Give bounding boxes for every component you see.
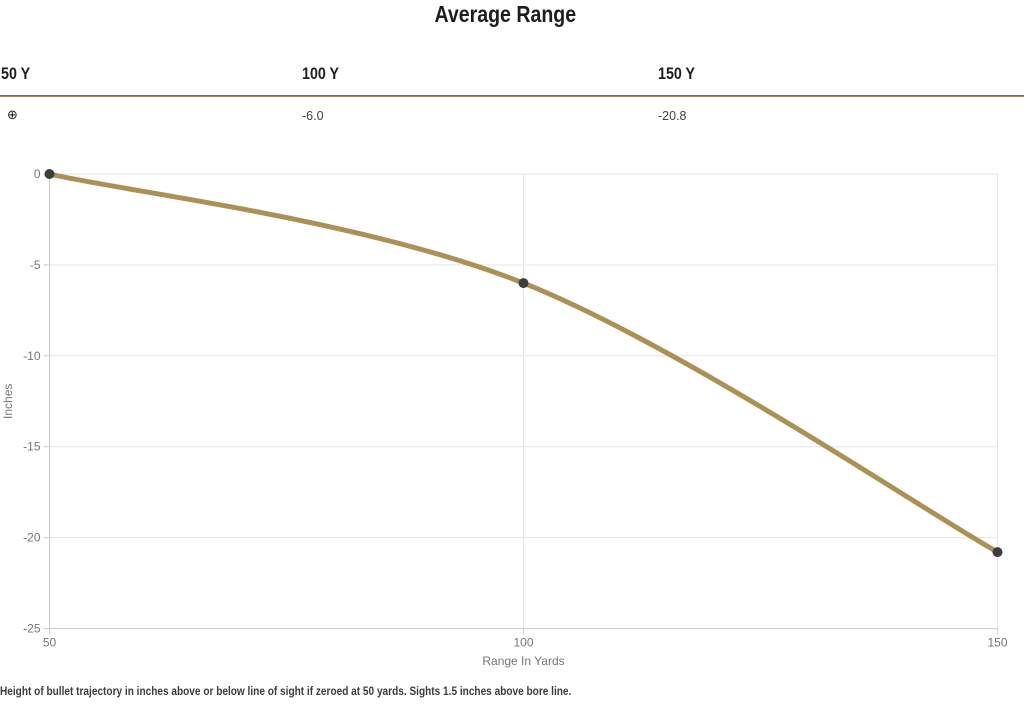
footnote: Height of bullet trajectory in inches ab… <box>0 684 1024 698</box>
y-tick-label: 0 <box>34 167 41 181</box>
x-tick-label: 100 <box>513 636 533 650</box>
x-tick-label: 150 <box>987 636 1007 650</box>
table-divider <box>0 95 1024 97</box>
data-point <box>44 169 55 179</box>
y-axis-title: Inches <box>1 384 15 419</box>
footnote-text: Height of bullet trajectory in inches ab… <box>0 684 572 698</box>
y-tick-label: -15 <box>23 440 41 454</box>
range-header-50y: 50 Y <box>1 64 31 83</box>
y-tick-label: -10 <box>23 349 41 363</box>
range-header-150y: 150 Y <box>658 64 696 83</box>
x-tick-label: 50 <box>43 636 57 650</box>
page-title-text: Average Range <box>434 1 576 27</box>
data-point <box>518 278 529 289</box>
y-tick-label: -20 <box>23 531 41 545</box>
y-tick-label: -5 <box>30 258 41 272</box>
x-axis-title: Range In Yards <box>482 654 564 668</box>
y-tick-label: -25 <box>23 622 41 636</box>
drop-value-150y: -20.8 <box>658 109 687 123</box>
data-point <box>992 547 1003 558</box>
zero-marker-icon: ⊕ <box>7 108 18 123</box>
drop-value-100y: -6.0 <box>302 109 324 123</box>
range-header-100y: 100 Y <box>302 64 340 83</box>
page-title: Average Range <box>0 1 1010 27</box>
